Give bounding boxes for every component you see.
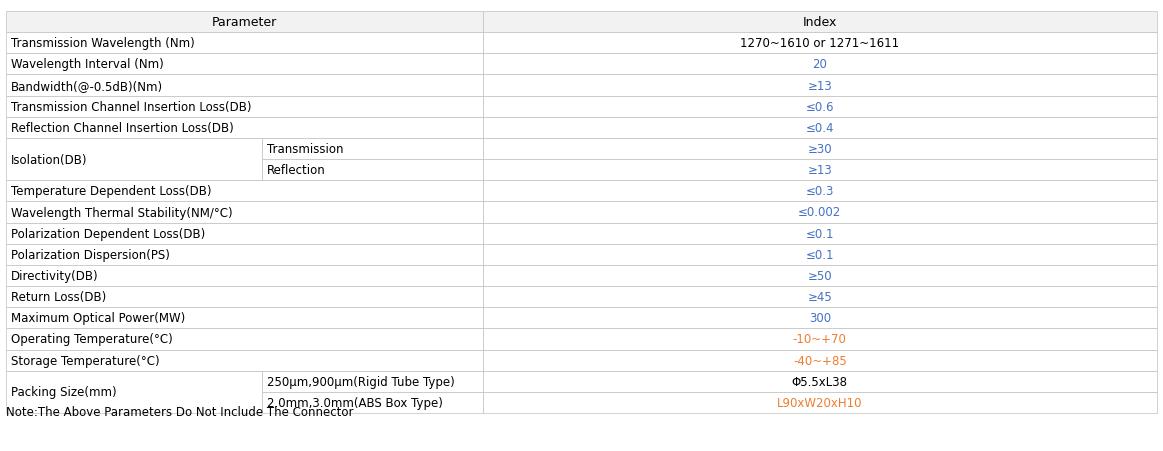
Bar — [6, 371, 262, 413]
Bar — [483, 286, 1157, 308]
Text: -40~+85: -40~+85 — [793, 354, 847, 367]
Text: ≤0.6: ≤0.6 — [806, 101, 834, 114]
Text: ≥30: ≥30 — [807, 143, 832, 156]
Text: Note:The Above Parameters Do Not Include The Connector: Note:The Above Parameters Do Not Include… — [6, 405, 354, 418]
Bar — [6, 286, 483, 308]
Text: Polarization Dispersion(PS): Polarization Dispersion(PS) — [10, 248, 170, 261]
Text: ≥13: ≥13 — [807, 79, 833, 92]
Text: Transmission Wavelength (Nm): Transmission Wavelength (Nm) — [10, 37, 194, 50]
Bar — [6, 329, 483, 350]
Bar — [483, 392, 1157, 413]
Bar — [483, 181, 1157, 202]
Text: 300: 300 — [808, 312, 830, 325]
Bar — [262, 160, 483, 181]
Text: Wavelength Thermal Stability(NM/°C): Wavelength Thermal Stability(NM/°C) — [10, 206, 233, 219]
Text: Maximum Optical Power(MW): Maximum Optical Power(MW) — [10, 312, 185, 325]
Text: Storage Temperature(°C): Storage Temperature(°C) — [10, 354, 159, 367]
Bar — [6, 75, 483, 97]
Text: ≥45: ≥45 — [807, 290, 833, 304]
Bar — [483, 371, 1157, 392]
Bar — [483, 202, 1157, 223]
Text: ≤0.1: ≤0.1 — [806, 248, 834, 261]
Text: Temperature Dependent Loss(DB): Temperature Dependent Loss(DB) — [10, 185, 212, 198]
Bar — [6, 350, 483, 371]
Bar — [6, 12, 483, 33]
Text: Bandwidth(@-0.5dB)(Nm): Bandwidth(@-0.5dB)(Nm) — [10, 79, 163, 92]
Bar — [6, 223, 483, 244]
Bar — [6, 181, 483, 202]
Bar — [483, 97, 1157, 118]
Text: ≤0.3: ≤0.3 — [806, 185, 834, 198]
Bar — [483, 308, 1157, 329]
Text: Directivity(DB): Directivity(DB) — [10, 269, 99, 282]
Text: Index: Index — [802, 16, 837, 29]
Bar — [483, 12, 1157, 33]
Text: Reflection Channel Insertion Loss(DB): Reflection Channel Insertion Loss(DB) — [10, 122, 234, 134]
Bar — [6, 118, 483, 138]
Bar — [483, 54, 1157, 75]
Bar — [262, 392, 483, 413]
Text: ≤0.4: ≤0.4 — [806, 122, 834, 134]
Bar — [262, 138, 483, 160]
Text: ≥13: ≥13 — [807, 164, 833, 177]
Bar — [483, 244, 1157, 265]
Text: ≤0.1: ≤0.1 — [806, 227, 834, 240]
Text: Transmission: Transmission — [266, 143, 343, 156]
Bar — [483, 118, 1157, 138]
Bar — [483, 223, 1157, 244]
Bar — [6, 138, 262, 181]
Bar — [262, 371, 483, 392]
Bar — [6, 308, 483, 329]
Bar — [483, 329, 1157, 350]
Text: -10~+70: -10~+70 — [793, 333, 847, 345]
Bar — [483, 33, 1157, 54]
Bar — [6, 244, 483, 265]
Text: Operating Temperature(°C): Operating Temperature(°C) — [10, 333, 173, 345]
Text: 2.0mm,3.0mm(ABS Box Type): 2.0mm,3.0mm(ABS Box Type) — [266, 396, 442, 409]
Text: Φ5.5xL38: Φ5.5xL38 — [792, 375, 848, 388]
Text: Return Loss(DB): Return Loss(DB) — [10, 290, 106, 304]
Text: ≥50: ≥50 — [807, 269, 832, 282]
Bar — [483, 75, 1157, 97]
Bar — [6, 33, 483, 54]
Bar — [6, 97, 483, 118]
Text: Polarization Dependent Loss(DB): Polarization Dependent Loss(DB) — [10, 227, 205, 240]
Text: Wavelength Interval (Nm): Wavelength Interval (Nm) — [10, 58, 164, 71]
Bar — [483, 160, 1157, 181]
Text: Transmission Channel Insertion Loss(DB): Transmission Channel Insertion Loss(DB) — [10, 101, 251, 114]
Bar — [483, 350, 1157, 371]
Text: Packing Size(mm): Packing Size(mm) — [10, 386, 116, 399]
Bar — [483, 138, 1157, 160]
Text: 20: 20 — [812, 58, 827, 71]
Text: L90xW20xH10: L90xW20xH10 — [777, 396, 863, 409]
Text: Isolation(DB): Isolation(DB) — [10, 153, 87, 166]
Bar — [6, 265, 483, 286]
Text: Parameter: Parameter — [212, 16, 277, 29]
Bar — [6, 202, 483, 223]
Text: 1270~1610 or 1271~1611: 1270~1610 or 1271~1611 — [740, 37, 899, 50]
Text: ≤0.002: ≤0.002 — [798, 206, 841, 219]
Bar — [483, 265, 1157, 286]
Text: 250μm,900μm(Rigid Tube Type): 250μm,900μm(Rigid Tube Type) — [266, 375, 455, 388]
Bar — [6, 54, 483, 75]
Text: Reflection: Reflection — [266, 164, 326, 177]
